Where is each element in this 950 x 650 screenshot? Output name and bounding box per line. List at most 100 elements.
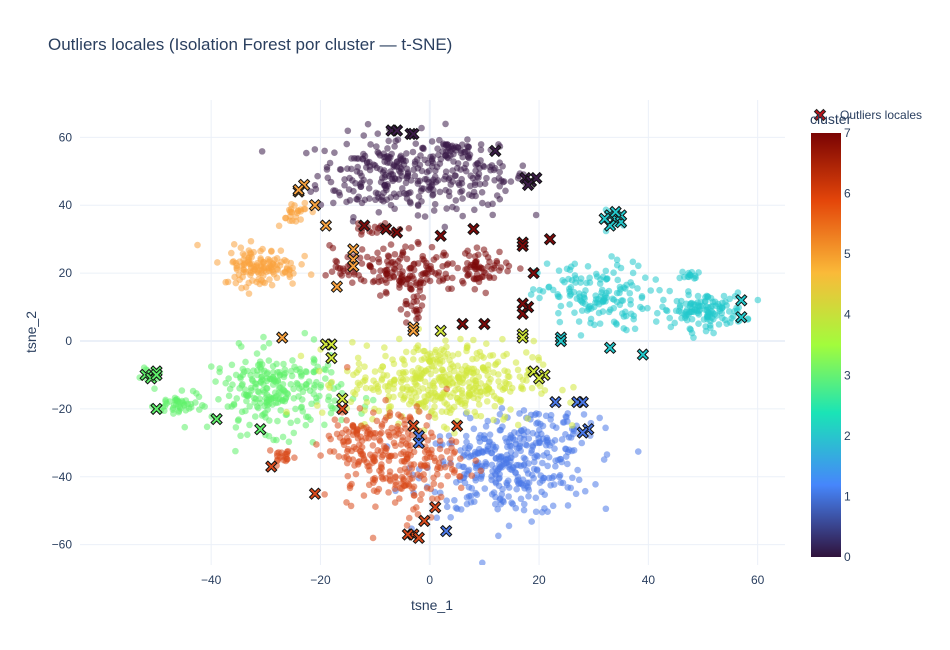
- cluster-2-point: [610, 296, 618, 303]
- cluster-2-point: [719, 314, 726, 322]
- cluster-2-point: [725, 308, 733, 315]
- cluster-2-point: [637, 303, 644, 311]
- cluster-7-point: [396, 284, 403, 291]
- cluster-0-point: [415, 193, 423, 200]
- cluster-5-point: [273, 254, 281, 262]
- cluster-7-point: [475, 278, 483, 286]
- cluster-0-point: [314, 172, 321, 180]
- cluster-6-point: [370, 409, 377, 416]
- cluster-7-point: [387, 241, 395, 248]
- cluster-7-point: [383, 279, 390, 286]
- cluster-4-point: [315, 367, 323, 375]
- cluster-6-point: [347, 502, 355, 510]
- cluster-1-point: [466, 443, 474, 450]
- cluster-2-point: [667, 323, 675, 331]
- cluster-0-point: [461, 164, 468, 172]
- cluster-0-point: [507, 178, 515, 185]
- cluster-6-point: [444, 472, 452, 480]
- cluster-0-point: [360, 132, 368, 139]
- cluster-1-point: [578, 439, 586, 447]
- cluster-0-point: [391, 143, 398, 150]
- cluster-4-point: [401, 393, 409, 400]
- cluster-1-point: [545, 453, 553, 461]
- cluster-5-point: [265, 267, 273, 275]
- cluster-0-point: [416, 161, 424, 169]
- cluster-2-point: [577, 279, 584, 286]
- cluster-4-point: [426, 357, 433, 365]
- cluster-2-point: [571, 260, 579, 268]
- cluster-6-point: [355, 458, 362, 466]
- cluster-5-point: [286, 273, 294, 281]
- cluster-4-point: [419, 385, 427, 392]
- legend[interactable]: Outliers locales: [813, 108, 923, 122]
- cluster-3-point: [225, 392, 233, 400]
- cluster-2-point: [688, 329, 696, 337]
- cluster-4-point: [504, 368, 511, 376]
- cluster-2-point: [554, 291, 561, 298]
- y-tick-label: 20: [59, 266, 73, 280]
- cluster-3-point: [232, 424, 240, 431]
- cluster-0-point: [384, 145, 391, 152]
- cluster-6-point: [446, 455, 454, 462]
- cluster-3-point: [246, 421, 253, 429]
- outlier-marker: [265, 460, 278, 473]
- cluster-5-point: [283, 258, 290, 265]
- cluster-6-point: [291, 454, 298, 461]
- cluster-4-point: [536, 382, 544, 390]
- cluster-0-point: [428, 138, 436, 145]
- cluster-4-point: [400, 357, 407, 364]
- cluster-4-point: [438, 408, 446, 415]
- cluster-3-point: [246, 403, 253, 410]
- cluster-3-point: [226, 385, 234, 393]
- cluster-4-point: [382, 352, 389, 360]
- cluster-4-point: [432, 367, 439, 374]
- colorbar-tick-label: 5: [844, 247, 851, 261]
- cluster-1-point: [503, 479, 510, 487]
- cluster-1-point: [549, 502, 557, 510]
- cluster-3-point: [263, 370, 271, 378]
- y-tick-label: −60: [52, 538, 73, 552]
- cluster-4-point: [361, 376, 369, 384]
- outlier-marker: [521, 178, 535, 192]
- cluster-6-point: [376, 437, 384, 445]
- cluster-0-point: [346, 197, 354, 204]
- cluster-1-point: [564, 502, 572, 509]
- cluster-4-point: [477, 392, 484, 399]
- cluster-4-point: [512, 359, 520, 366]
- cluster-3-point: [258, 372, 266, 380]
- cluster-4-point: [479, 364, 487, 371]
- cluster-3-point: [308, 400, 315, 408]
- cluster-0-point: [409, 148, 417, 156]
- cluster-4-point: [325, 381, 332, 389]
- cluster-3-point: [269, 373, 277, 381]
- cluster-5-point: [242, 283, 250, 291]
- cluster-3-point: [298, 403, 306, 411]
- cluster-6-point: [421, 462, 428, 469]
- cluster-6-point: [283, 450, 291, 458]
- cluster-7-point: [459, 277, 466, 285]
- cluster-7-point: [334, 264, 342, 272]
- cluster-0-point: [343, 140, 351, 148]
- cluster-4-point: [421, 347, 428, 355]
- cluster-0-point: [394, 136, 402, 143]
- cluster-2-point: [638, 294, 646, 302]
- cluster-4-point: [431, 390, 439, 398]
- cluster-6-point: [349, 456, 357, 463]
- cluster-4-point: [524, 415, 532, 422]
- cluster-0-point: [464, 136, 471, 143]
- cluster-7-point: [380, 245, 387, 253]
- legend-x-marker: [813, 108, 827, 122]
- cluster-7-point: [348, 279, 356, 287]
- cluster-1-point: [602, 505, 610, 513]
- outlier-marker: [428, 501, 442, 514]
- cluster-0-point: [395, 167, 403, 174]
- cluster-3-point: [321, 365, 328, 373]
- cluster-0-point: [532, 211, 540, 219]
- cluster-5-point: [286, 208, 294, 216]
- cluster-6-point: [450, 449, 457, 457]
- cluster-4-point: [427, 370, 434, 378]
- cluster-6-point: [390, 428, 398, 436]
- cluster-4-point: [347, 398, 355, 406]
- cluster-3-point: [274, 399, 282, 406]
- cluster-6-point: [369, 442, 377, 449]
